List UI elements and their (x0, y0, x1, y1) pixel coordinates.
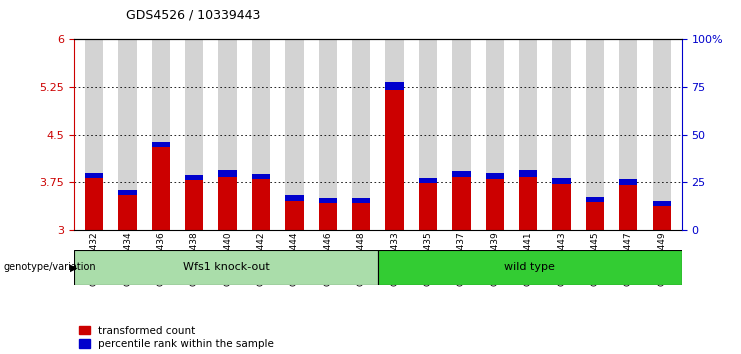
Bar (552, 184, 571, 230)
Bar (119, 39, 136, 230)
Bar (552, 39, 571, 230)
Bar (485, 39, 504, 230)
Bar (185, 181, 204, 230)
Bar (352, 39, 370, 230)
Bar (653, 206, 671, 230)
Bar (85, 178, 103, 230)
Bar (385, 82, 404, 90)
Bar (319, 198, 337, 203)
Bar (252, 39, 270, 230)
Bar (585, 197, 604, 202)
Bar (485, 173, 504, 179)
Text: Wfs1 knock-out: Wfs1 knock-out (182, 262, 270, 272)
Bar (552, 178, 571, 184)
Bar (185, 175, 204, 181)
Bar (152, 142, 170, 147)
Bar (152, 147, 170, 230)
Bar (419, 39, 437, 230)
Bar (653, 201, 671, 206)
Bar (119, 195, 136, 230)
Bar (452, 39, 471, 230)
Bar (385, 39, 404, 230)
Bar (585, 202, 604, 230)
Text: ▶: ▶ (70, 262, 78, 272)
Bar (452, 177, 471, 230)
Bar (352, 203, 370, 230)
Bar (285, 195, 304, 201)
Bar (85, 173, 103, 178)
Bar (152, 39, 170, 230)
Text: GDS4526 / 10339443: GDS4526 / 10339443 (126, 9, 260, 22)
Bar (352, 198, 370, 203)
Bar (319, 39, 337, 230)
Bar (74, 250, 378, 285)
Bar (285, 201, 304, 230)
Bar (252, 174, 270, 179)
Text: wild type: wild type (505, 262, 555, 272)
Bar (378, 250, 682, 285)
Bar (485, 179, 504, 230)
Bar (319, 203, 337, 230)
Bar (619, 179, 637, 185)
Bar (219, 170, 237, 177)
Legend: transformed count, percentile rank within the sample: transformed count, percentile rank withi… (79, 326, 274, 349)
Bar (619, 185, 637, 230)
Bar (653, 39, 671, 230)
Bar (419, 183, 437, 230)
Text: genotype/variation: genotype/variation (4, 262, 96, 272)
Bar (519, 177, 537, 230)
Bar (219, 177, 237, 230)
Bar (185, 39, 204, 230)
Bar (119, 190, 136, 195)
Bar (252, 179, 270, 230)
Bar (419, 178, 437, 183)
Bar (385, 90, 404, 230)
Bar (519, 170, 537, 177)
Bar (285, 39, 304, 230)
Bar (519, 39, 537, 230)
Bar (619, 39, 637, 230)
Bar (585, 39, 604, 230)
Bar (219, 39, 237, 230)
Bar (452, 171, 471, 177)
Bar (85, 39, 103, 230)
